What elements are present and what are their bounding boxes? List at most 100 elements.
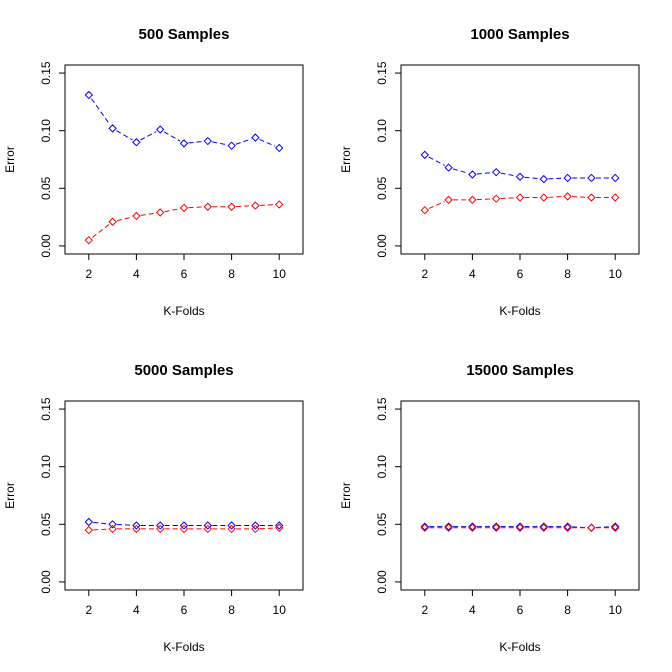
data-point: [227, 521, 236, 530]
x-tick-label: 8: [228, 267, 235, 281]
data-point: [610, 173, 620, 183]
series-line-segment: [428, 156, 445, 166]
x-axis-label: K-Folds: [499, 304, 540, 318]
data-point: [444, 163, 453, 172]
series-line-segment: [548, 196, 564, 198]
x-tick-label: 6: [517, 267, 524, 281]
plot-frame: [64, 64, 304, 255]
data-point: [420, 150, 430, 160]
data-point: [132, 521, 141, 530]
data-point: [132, 138, 141, 147]
series-line-segment: [188, 206, 204, 209]
x-tick-label: 2: [85, 267, 92, 281]
y-tick-label: 0.05: [39, 512, 53, 536]
data-point: [420, 523, 430, 532]
data-point: [251, 201, 260, 210]
data-point: [610, 522, 620, 531]
series-line-segment: [140, 131, 157, 141]
y-tick-label: 0.10: [39, 119, 53, 143]
data-point: [155, 524, 165, 534]
data-point: [563, 192, 572, 201]
series-line-segment: [188, 140, 204, 144]
plot-frame: [400, 64, 640, 255]
y-axis-label: Error: [3, 482, 17, 509]
data-point: [108, 524, 117, 534]
x-tick-label: 10: [273, 267, 287, 281]
y-tick-label: 0.10: [375, 119, 389, 143]
series-line-segment: [212, 141, 228, 146]
y-tick-label: 0.15: [39, 397, 53, 421]
data-point: [468, 195, 477, 205]
y-tick-label: 0.15: [375, 397, 389, 421]
data-point: [203, 202, 213, 211]
data-point: [108, 124, 117, 133]
data-point: [491, 167, 501, 177]
y-tick-label: 0.15: [375, 61, 389, 85]
chart-panel-3: 5000 Samples 2 4 6 8 10 0.00 0.05 0.10 0.15 K-Fold…: [3, 362, 304, 654]
series-line-segment: [476, 198, 492, 201]
data-point: [179, 524, 189, 534]
series-line-segment: [259, 204, 275, 206]
y-axis-label: Error: [339, 146, 353, 173]
data-point: [491, 522, 501, 531]
y-tick-label: 0.10: [375, 455, 389, 479]
y-tick-label: 0.05: [375, 512, 389, 536]
data-point: [227, 524, 236, 534]
y-tick-label: 0.00: [375, 570, 389, 594]
series-line-segment: [93, 521, 109, 525]
y-tick-label: 0.00: [39, 570, 53, 594]
series-line-segment: [452, 168, 469, 174]
series-line-segment: [428, 201, 445, 209]
data-point: [132, 211, 141, 221]
y-tick-label: 0.10: [39, 455, 53, 479]
data-point: [491, 523, 501, 532]
x-tick-label: 8: [564, 603, 571, 617]
series-line-segment: [259, 527, 275, 530]
data-point: [108, 217, 117, 226]
series-line-segment: [93, 528, 109, 531]
data-point: [491, 194, 501, 203]
x-tick-label: 8: [564, 267, 571, 281]
data-point: [539, 174, 549, 184]
data-point: [251, 521, 260, 530]
data-point: [515, 523, 525, 532]
x-tick-label: 6: [181, 267, 188, 281]
data-point: [155, 208, 165, 217]
data-point: [515, 522, 525, 531]
data-point: [84, 90, 94, 100]
x-tick-label: 6: [181, 603, 188, 617]
data-point: [610, 193, 620, 202]
data-point: [155, 125, 165, 134]
data-point: [203, 521, 213, 530]
data-point: [610, 523, 620, 532]
y-tick-label: 0.05: [39, 176, 53, 200]
data-point: [539, 193, 549, 202]
data-point: [108, 520, 117, 529]
chart-panel-1: 500 Samples 2 4 6 8 10 0.00 0.05 0.10 0.15 K-Folds…: [3, 26, 304, 318]
data-point: [227, 202, 236, 211]
y-tick-label: 0.00: [39, 234, 53, 258]
y-tick-label: 0.00: [375, 234, 389, 258]
data-point: [444, 522, 453, 531]
data-point: [84, 517, 94, 527]
data-point: [515, 172, 525, 181]
x-tick-label: 4: [469, 603, 476, 617]
series-line-segment: [117, 524, 132, 526]
data-point: [539, 522, 549, 531]
series-line-segment: [92, 224, 110, 238]
plot-frame: [400, 400, 640, 591]
data-point: [468, 170, 477, 179]
x-tick-label: 10: [609, 603, 623, 617]
series-line-segment: [572, 196, 587, 198]
y-tick-label: 0.15: [39, 61, 53, 85]
x-tick-label: 6: [517, 603, 524, 617]
series-line-segment: [524, 176, 540, 180]
data-point: [274, 521, 284, 530]
series-line-segment: [116, 130, 133, 141]
x-tick-label: 4: [133, 267, 140, 281]
data-point: [274, 200, 284, 209]
data-point: [132, 524, 141, 534]
x-tick-label: 2: [421, 603, 428, 617]
x-tick-label: 4: [133, 603, 140, 617]
data-point: [179, 139, 189, 148]
